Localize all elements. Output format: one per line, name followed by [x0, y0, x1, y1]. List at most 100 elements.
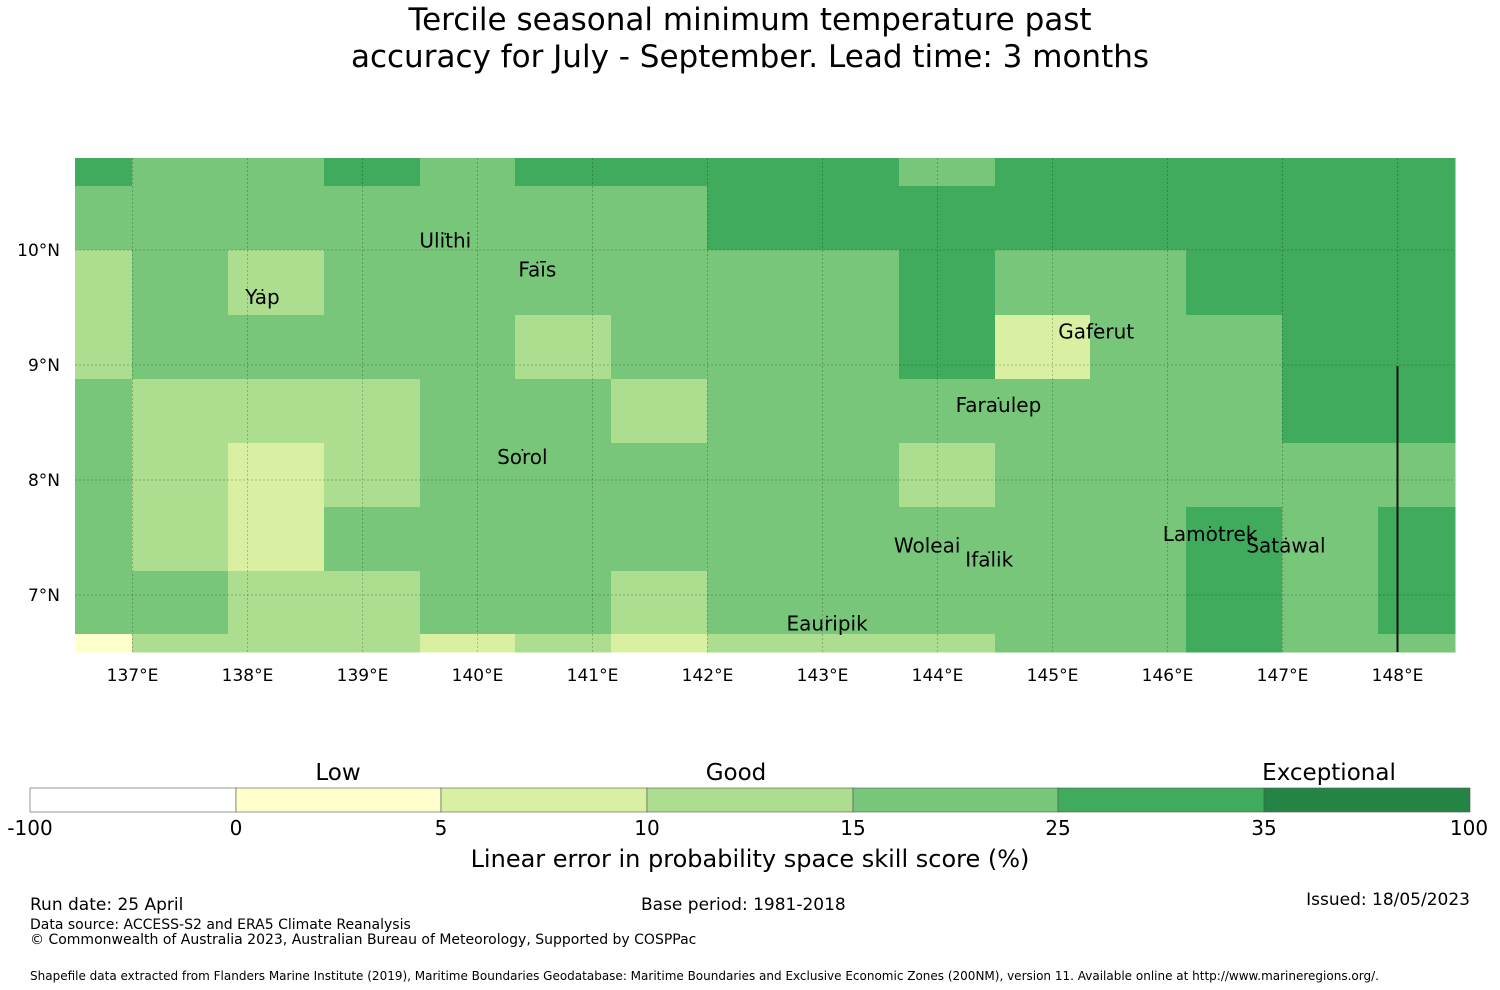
skill-cell: [1378, 507, 1456, 572]
place-label: Ifalik: [965, 547, 1013, 571]
skill-cell: [803, 507, 900, 572]
skill-cell: [228, 250, 325, 316]
skill-cell: [995, 634, 1091, 653]
skill-cell: [1186, 158, 1283, 187]
place-label: Lamotrek: [1163, 522, 1258, 546]
colorbar-tick: 15: [840, 816, 866, 840]
skill-cell: [1378, 379, 1456, 444]
skill-cell: [803, 571, 900, 635]
colorbar-tick: -100: [7, 816, 53, 840]
skill-cell: [132, 507, 229, 572]
skill-cells-layer: [75, 158, 1456, 653]
skill-cell: [707, 379, 804, 444]
skill-cell: [228, 443, 325, 508]
skill-cell: [324, 571, 421, 635]
skill-cell: [1282, 250, 1379, 316]
skill-cell: [611, 186, 708, 251]
skill-cell: [324, 507, 421, 572]
skill-cell: [995, 250, 1091, 316]
skill-cell: [132, 315, 229, 380]
skill-cell: [75, 634, 133, 653]
skill-cell: [420, 186, 516, 251]
island-marker: [261, 289, 264, 292]
skill-cell: [707, 158, 804, 187]
skill-cell: [515, 571, 612, 635]
place-label: Faīs: [518, 257, 556, 281]
place-label: Woleai: [894, 533, 961, 557]
map-title: Tercile seasonal minimum temperature pas…: [0, 2, 1500, 76]
skill-cell: [1282, 379, 1379, 444]
skill-cell: [899, 379, 996, 444]
skill-cell: [899, 158, 996, 187]
y-tick-label: 8°N: [28, 471, 60, 491]
place-label: Eauripik: [787, 612, 869, 636]
skill-cell: [228, 315, 325, 380]
skill-cell: [1378, 443, 1456, 508]
skill-cell: [420, 634, 516, 653]
skill-cell: [1378, 571, 1456, 635]
skill-cell: [803, 634, 900, 653]
skill-cell: [515, 315, 612, 380]
skill-cell: [228, 379, 325, 444]
skill-cell: [1186, 250, 1283, 316]
skill-cell: [1282, 571, 1379, 635]
skill-cell: [75, 379, 133, 444]
skill-cell: [1282, 315, 1379, 380]
skill-cell: [515, 250, 612, 316]
x-tick-label: 147°E: [1257, 666, 1309, 686]
skill-cell: [707, 250, 804, 316]
y-tick-label: 7°N: [28, 586, 60, 606]
skill-cell: [707, 443, 804, 508]
skill-cell: [611, 379, 708, 444]
skill-cell: [75, 571, 133, 635]
place-label: Faraulep: [956, 393, 1042, 417]
x-tick-label: 138°E: [222, 666, 274, 686]
skill-cell: [1090, 158, 1187, 187]
skill-cell: [515, 634, 612, 653]
skill-cell: [420, 571, 516, 635]
skill-cell: [803, 186, 900, 251]
skill-cell: [1186, 186, 1283, 251]
skill-cell: [707, 571, 804, 635]
skill-cell: [995, 507, 1091, 572]
skill-score-map: Ulithi Faīs Yap Gaferut Faraulep Sorol WoleaiI…: [17, 158, 1456, 686]
run-date: Run date: 25 April: [30, 895, 184, 915]
island-marker: [997, 397, 1000, 400]
x-tick-label: 140°E: [452, 666, 504, 686]
skill-cell: [515, 186, 612, 251]
skill-cell: [324, 315, 421, 380]
skill-cell: [132, 158, 229, 187]
skill-cell: [1378, 634, 1456, 653]
island-marker: [1209, 525, 1212, 528]
skill-cell: [899, 571, 996, 635]
colorbar-swatch: [852, 787, 1059, 813]
island-marker: [926, 537, 929, 540]
colorbar-tick: 25: [1045, 816, 1071, 840]
skill-cell: [899, 634, 996, 653]
skill-cell: [1090, 443, 1187, 508]
skill-cell: [803, 379, 900, 444]
skill-cell: [420, 507, 516, 572]
colorbar: [29, 787, 1471, 813]
base-period: Base period: 1981-2018: [641, 895, 846, 915]
skill-cell: [707, 634, 804, 653]
skill-cell: [1090, 315, 1187, 380]
map-title-line-2: accuracy for July - September. Lead time…: [350, 39, 1150, 75]
skill-cell: [899, 507, 996, 572]
skill-cell: [228, 507, 325, 572]
skill-cell: [132, 571, 229, 635]
colorbar-swatch: [29, 787, 237, 813]
place-label: Ulithi: [419, 229, 471, 253]
skill-cell: [1090, 250, 1187, 316]
y-tick-label: 10°N: [17, 241, 60, 261]
x-tick-label: 143°E: [797, 666, 849, 686]
colorbar-swatch: [440, 787, 648, 813]
skill-cell: [707, 507, 804, 572]
skill-cell: [611, 250, 708, 316]
data-source: Data source: ACCESS-S2 and ERA5 Climate …: [30, 917, 411, 933]
map-title-line-1: Tercile seasonal minimum temperature pas…: [408, 2, 1092, 38]
skill-cell: [1090, 379, 1187, 444]
skill-cell: [1186, 379, 1283, 444]
skill-cell: [228, 571, 325, 635]
skill-cell: [899, 186, 996, 251]
